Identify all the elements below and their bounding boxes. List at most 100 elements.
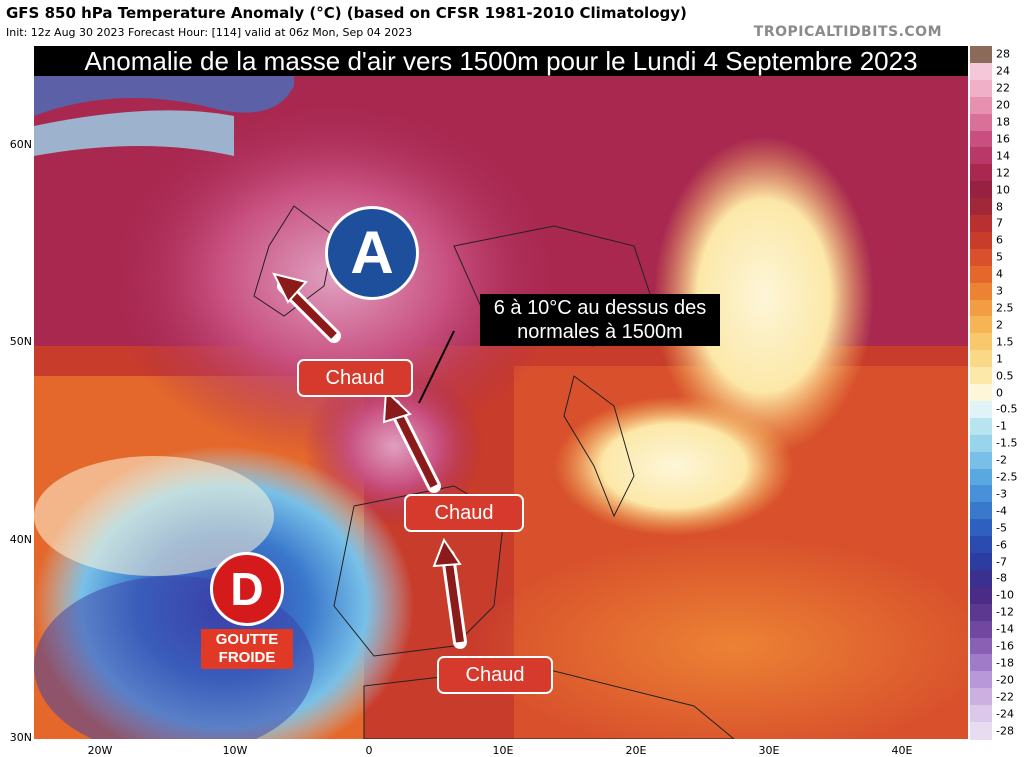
colorbar-label: -8 [996,571,1007,585]
lon-label: 20E [625,744,647,757]
colorbar-swatch [970,384,992,402]
cold-drop-label: GOUTTE FROIDE [201,629,293,669]
colorbar-label: -6 [996,538,1007,552]
colorbar-label: -2.5 [996,470,1018,484]
colorbar-swatch [970,113,992,132]
colorbar-swatch [970,231,992,250]
colorbar-label: 0 [996,386,1003,399]
italy-outline [563,375,635,518]
colorbar-label: -14 [996,622,1014,636]
anomaly-map [34,46,968,739]
colorbar-label: -1.5 [996,436,1018,450]
colorbar-swatch [970,316,992,334]
colorbar-swatch [970,130,992,148]
colorbar-swatch [970,367,992,385]
colorbar-swatch [970,333,992,351]
colorbar-swatch [970,671,992,689]
anticyclone-symbol: A [325,206,419,300]
colorbar-label: 4 [996,267,1003,281]
colorbar-label: -3 [996,487,1007,501]
colorbar-label: 2 [996,318,1003,332]
colorbar-swatch [970,46,992,64]
lon-label: 0 [365,744,373,757]
colorbar-label: 0.5 [996,369,1014,383]
lat-label: 40N [9,533,32,546]
colorbar-swatch [970,722,992,740]
colorbar-swatch [970,586,992,605]
colorbar-swatch [970,248,992,267]
warm-arrow-spain [432,537,467,649]
colorbar-swatch [970,502,992,520]
colorbar-label: -18 [996,656,1014,670]
colorbar-label: -20 [996,673,1014,687]
colorbar-label: 1.5 [996,335,1014,349]
colorbar-label: -0.5 [996,402,1018,416]
colorbar-label: 18 [996,115,1010,129]
colorbar-label: -24 [996,707,1014,721]
colorbar-label: 14 [996,149,1010,163]
warm-arrow-britain [272,272,341,343]
colorbar-swatch [970,96,992,115]
colorbar-swatch [970,468,992,487]
headline-banner: Anomalie de la masse d'air vers 1500m po… [34,46,968,76]
colorbar-swatch [970,79,992,98]
colorbar-swatch [970,485,992,503]
lat-label: 60N [9,138,32,151]
colorbar-swatch [970,198,992,216]
depression-symbol: D [210,552,284,626]
colorbar-swatch [970,147,992,165]
colorbar-label: 28 [996,47,1010,61]
colorbar-swatch [970,434,992,453]
colorbar-label: 7 [996,216,1003,230]
colorbar-label: -4 [996,504,1007,518]
colorbar-swatch [970,215,992,233]
colorbar-label: 5 [996,250,1003,264]
colorbar-label: 16 [996,132,1010,146]
colorbar-swatch [970,688,992,706]
colorbar-label: 20 [996,98,1010,112]
brand-watermark: TROPICALTIDBITS.COM [753,24,942,40]
lat-label: 30N [9,731,32,744]
colorbar-label: 6 [996,233,1003,247]
colorbar-swatch [970,164,992,182]
colorbar-label: -1 [996,419,1007,433]
note-pointer-line [418,330,455,404]
anomaly-note: 6 à 10°C au dessus des normales à 1500m [480,294,720,346]
colorbar-label: 24 [996,64,1010,78]
colorbar-label: 1 [996,352,1003,366]
colorbar-label: 3 [996,284,1003,298]
colorbar-swatch [970,620,992,639]
colorbar-swatch [970,282,992,301]
chart-title: GFS 850 hPa Temperature Anomaly (°C) (ba… [6,4,687,22]
colorbar-swatch [970,637,992,656]
colorbar-swatch [970,181,992,199]
colorbar-swatch [970,654,992,672]
colorbar [970,46,992,740]
colorbar-label: 8 [996,200,1003,214]
colorbar-swatch [970,569,992,588]
warm-tag: Chaud [404,494,524,532]
colorbar-label: -7 [996,555,1007,569]
colorbar-swatch [970,705,992,723]
colorbar-label: -5 [996,521,1007,535]
colorbar-swatch [970,519,992,537]
colorbar-label: 12 [996,166,1010,180]
chart-subtitle: Init: 12z Aug 30 2023 Forecast Hour: [11… [6,26,413,39]
colorbar-swatch [970,299,992,318]
colorbar-label: 10 [996,183,1010,197]
iberia-outline [333,485,505,657]
colorbar-swatch [970,553,992,571]
colorbar-swatch [970,417,992,436]
map-canvas [34,46,968,739]
colorbar-label: -2 [996,453,1007,467]
colorbar-swatch [970,536,992,554]
colorbar-swatch [970,350,992,368]
colorbar-swatch [970,400,992,419]
colorbar-label: -10 [996,588,1014,602]
colorbar-swatch [970,265,992,284]
colorbar-label: -22 [996,690,1014,704]
colorbar-label: -16 [996,639,1014,653]
colorbar-label: 22 [996,81,1010,95]
colorbar-label: -12 [996,605,1014,619]
lon-label: 10E [492,744,514,757]
